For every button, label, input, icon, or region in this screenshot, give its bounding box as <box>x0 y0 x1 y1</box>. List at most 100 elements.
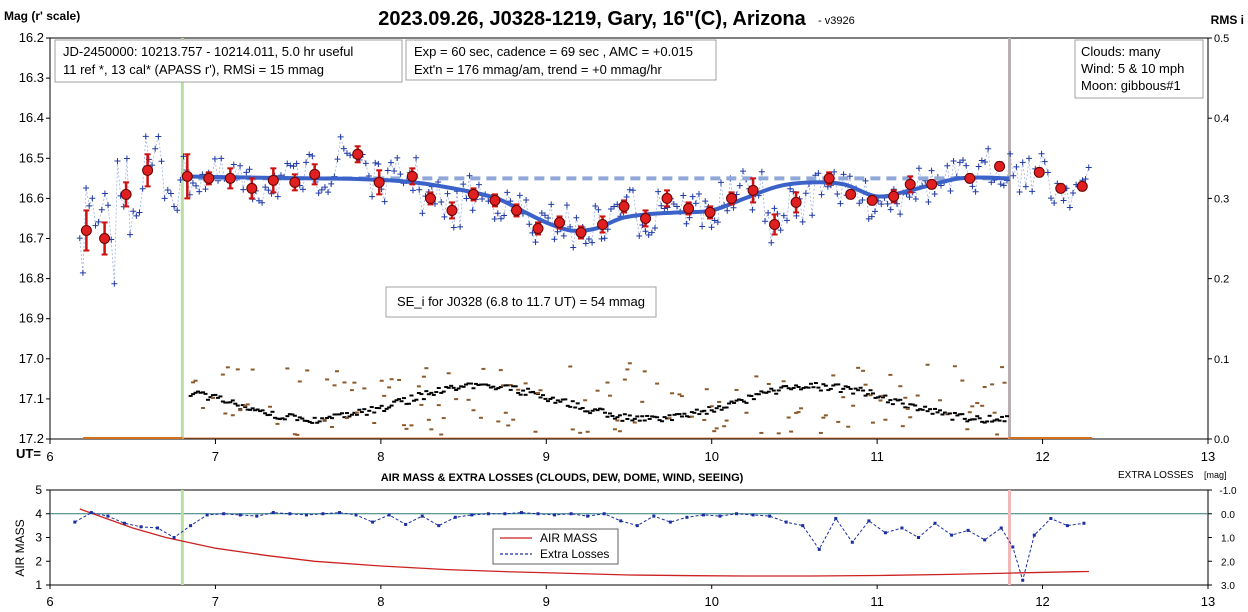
extra-losses-point <box>470 513 474 517</box>
raw-point <box>1082 175 1089 182</box>
binned-point <box>142 164 154 176</box>
y2-tick-label: 0.5 <box>1214 33 1229 45</box>
extra-losses-point <box>900 526 904 530</box>
raw-point <box>1060 197 1067 204</box>
raw-point <box>450 224 457 231</box>
y2-tick-label: 0.0 <box>1214 434 1229 446</box>
extra-losses-point <box>751 513 755 517</box>
moon-text: Moon: gibbous#1 <box>1081 78 1181 93</box>
raw-point <box>1048 195 1055 202</box>
extra-losses-point <box>784 520 788 524</box>
raw-point <box>95 218 102 225</box>
extra-losses-point <box>486 512 490 516</box>
raw-point <box>777 227 784 234</box>
binned-point <box>823 172 835 184</box>
jd-info-line2: 11 ref *, 13 cal* (APASS r'), RMSi = 15 … <box>63 62 324 77</box>
left-axis-label: Mag (r' scale) <box>4 9 80 23</box>
extra-losses-point <box>569 512 573 516</box>
y2-tick-label: 0.1 <box>1214 354 1229 366</box>
raw-point <box>167 190 174 197</box>
raw-point <box>702 198 709 205</box>
raw-point <box>956 159 963 166</box>
raw-point <box>98 206 105 213</box>
binned-point <box>964 172 976 184</box>
lower-x-tick-label: 10 <box>704 594 718 609</box>
raw-point <box>466 172 473 179</box>
lower-y-tick-label: 5 <box>35 483 42 497</box>
raw-point <box>89 195 96 202</box>
binned-point <box>267 174 279 186</box>
binned-point <box>489 194 501 206</box>
binned-point <box>467 188 479 200</box>
raw-point <box>174 207 181 214</box>
raw-point <box>516 192 523 199</box>
binned-point <box>203 172 215 184</box>
raw-point <box>648 229 655 236</box>
raw-point <box>419 210 426 217</box>
raw-point <box>950 157 957 164</box>
y-tick-label: 16.5 <box>19 150 44 165</box>
extra-losses-point <box>768 514 772 518</box>
extra-losses-point <box>1065 524 1069 528</box>
raw-point <box>463 195 470 202</box>
raw-point <box>196 188 203 195</box>
extra-losses-point <box>437 524 441 528</box>
exposure-info-line2: Ext'n = 176 mmag/am, trend = +0 mmag/hr <box>414 62 662 77</box>
raw-point <box>337 133 344 140</box>
raw-point <box>532 239 539 246</box>
raw-point <box>997 181 1004 188</box>
raw-point <box>771 205 778 212</box>
binned-point <box>640 212 652 224</box>
x-tick-label: 12 <box>1035 449 1049 464</box>
raw-point <box>768 239 775 246</box>
extra-losses-point <box>553 513 557 517</box>
lower-y2-tick-label: 2.0 <box>1221 557 1235 568</box>
raw-point <box>105 202 112 209</box>
raw-point <box>139 185 146 192</box>
lower-y-tick-label: 2 <box>35 554 42 568</box>
raw-point <box>868 213 875 220</box>
lower-axis-ticks: 6 7 8 9 10 11 12 13 5 4 3 2 1 -1.0 0.0 1.0 2.0 3.0 <box>35 483 1237 609</box>
raw-point <box>1070 189 1077 196</box>
raw-point <box>315 190 322 197</box>
raw-point <box>92 222 99 229</box>
extra-losses-point <box>453 515 457 519</box>
chart-title: 2023.09.26, J0328-1219, Gary, 16"(C), Ar… <box>378 8 806 30</box>
conditions-box <box>1074 39 1204 99</box>
extra-losses-point <box>966 528 970 532</box>
binned-point <box>181 170 193 182</box>
binned-point <box>704 206 716 218</box>
raw-point <box>573 214 580 221</box>
raw-point <box>862 177 869 184</box>
raw-point <box>1026 155 1033 162</box>
extra-losses-point <box>238 513 242 517</box>
raw-point <box>985 145 992 152</box>
fit-curve <box>182 174 1010 233</box>
raw-point <box>237 162 244 169</box>
binned-point <box>246 182 258 194</box>
raw-point <box>309 152 316 159</box>
lower-x-tick-label: 12 <box>1035 594 1049 609</box>
extra-losses-point <box>122 521 126 525</box>
raw-point <box>865 215 872 222</box>
extra-losses-point <box>156 526 160 530</box>
raw-point <box>299 186 306 193</box>
raw-point <box>915 165 922 172</box>
raw-point <box>944 162 951 169</box>
raw-point <box>475 181 482 188</box>
binned-point <box>661 192 673 204</box>
raw-point <box>321 184 328 191</box>
raw-point <box>793 212 800 219</box>
raw-point <box>161 195 168 202</box>
raw-point <box>538 209 545 216</box>
raw-point <box>1051 199 1058 206</box>
binned-point <box>289 176 301 188</box>
raw-point <box>171 203 178 210</box>
raw-point <box>1007 150 1014 157</box>
raw-point <box>136 209 143 216</box>
extra-losses-point <box>867 519 871 523</box>
raw-point <box>551 236 558 243</box>
raw-point <box>265 187 272 194</box>
binned-point <box>373 176 385 188</box>
lower-legend <box>492 528 619 565</box>
